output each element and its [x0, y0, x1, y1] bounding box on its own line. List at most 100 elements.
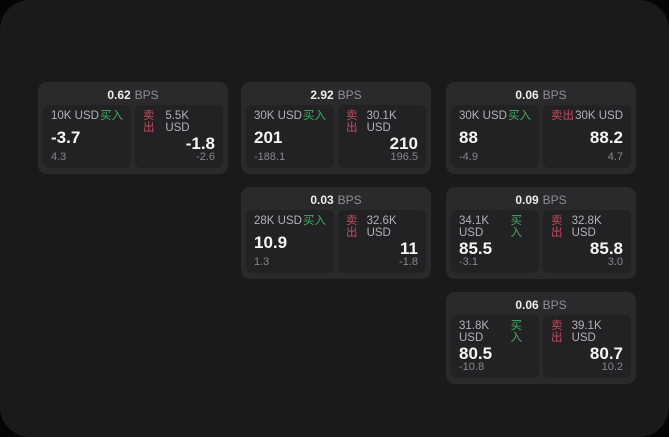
bps-value: 0.06	[515, 298, 539, 312]
sell-side-tag: 卖出	[551, 215, 563, 239]
sell-panel[interactable]: 卖出 30.1K USD 210 196.5	[338, 105, 426, 168]
sell-panel[interactable]: 卖出 32.6K USD 11 -1.8	[338, 210, 426, 273]
sell-panel-top: 卖出 30K USD	[551, 110, 623, 123]
buy-price-value: 85.5	[459, 238, 493, 258]
sell-side-tag: 卖出	[346, 215, 358, 239]
buy-side-tag: 买入	[303, 110, 326, 122]
buy-panel-top: 31.8K USD 买入	[459, 320, 531, 344]
sell-side-tag: 卖出	[551, 320, 563, 344]
sell-price-value: 88.2	[589, 127, 623, 147]
sell-size-label: 30K USD	[575, 110, 623, 122]
bps-header: 0.62 BPS	[43, 86, 223, 105]
buy-side-tag: 买入	[303, 215, 326, 227]
quote-panels: 28K USD 买入 10.9 1.3 卖出 32.6K USD 11 -1.8	[246, 210, 426, 273]
sell-price-value: -1.8	[185, 133, 215, 153]
sell-side-tag: 卖出	[551, 110, 574, 122]
bps-unit-label: BPS	[337, 193, 362, 207]
bps-unit-label: BPS	[134, 88, 159, 102]
bps-unit-label: BPS	[542, 193, 567, 207]
sell-panel-top: 卖出 30.1K USD	[346, 110, 418, 134]
sell-delta-value: 3.0	[607, 256, 623, 268]
sell-size-label: 32.6K USD	[366, 215, 397, 239]
sell-panel[interactable]: 卖出 30K USD 88.2 4.7	[543, 105, 631, 168]
buy-price-value: 10.9	[254, 232, 288, 252]
buy-panel[interactable]: 34.1K USD 买入 85.5 -3.1	[451, 210, 539, 273]
buy-size-label: 10K USD	[51, 110, 99, 122]
bps-value: 2.92	[310, 88, 334, 102]
bps-value: 0.09	[515, 193, 539, 207]
sell-price-value: 85.8	[589, 238, 623, 258]
buy-price-value: 88	[459, 127, 478, 147]
buy-delta-value: -10.8	[459, 361, 485, 373]
sell-panel-top: 卖出 5.5K USD	[143, 110, 215, 134]
sell-price-value: 80.7	[589, 343, 623, 363]
sell-panel[interactable]: 卖出 5.5K USD -1.8 -2.6	[135, 105, 223, 168]
sell-size-label: 32.8K USD	[571, 215, 602, 239]
buy-side-tag: 买入	[100, 110, 123, 122]
buy-panel[interactable]: 28K USD 买入 10.9 1.3	[246, 210, 334, 273]
buy-panel-top: 30K USD 买入	[254, 110, 326, 123]
buy-side-tag: 买入	[510, 215, 522, 239]
buy-price-value: 201	[254, 127, 283, 147]
sell-delta-value: -1.8	[399, 256, 418, 268]
sell-price-value: 11	[400, 238, 418, 258]
buy-delta-value: 1.3	[254, 256, 270, 268]
buy-size-label: 31.8K USD	[459, 320, 490, 344]
quote-card: 0.09 BPS 34.1K USD 买入 85.5 -3.1 卖出 32.8K…	[446, 187, 636, 279]
bps-value: 0.62	[107, 88, 131, 102]
quote-panels: 34.1K USD 买入 85.5 -3.1 卖出 32.8K USD 85.8…	[451, 210, 631, 273]
bps-header: 0.06 BPS	[451, 296, 631, 315]
sell-size-label: 5.5K USD	[165, 110, 190, 134]
quote-card: 2.92 BPS 30K USD 买入 201 -188.1 卖出 30.1K …	[241, 82, 431, 174]
sell-delta-value: 10.2	[601, 361, 623, 373]
sell-price-value: 210	[389, 133, 418, 153]
buy-delta-value: -188.1	[254, 151, 286, 163]
quote-panels: 10K USD 买入 -3.7 4.3 卖出 5.5K USD -1.8 -2.…	[43, 105, 223, 168]
buy-price-value: 80.5	[459, 343, 493, 363]
buy-panel-top: 28K USD 买入	[254, 215, 326, 228]
quote-panels: 31.8K USD 买入 80.5 -10.8 卖出 39.1K USD 80.…	[451, 315, 631, 378]
quote-panels: 30K USD 买入 88 -4.9 卖出 30K USD 88.2 4.7	[451, 105, 631, 168]
buy-panel[interactable]: 30K USD 买入 201 -188.1	[246, 105, 334, 168]
bps-header: 0.03 BPS	[246, 191, 426, 210]
sell-side-tag: 卖出	[346, 110, 358, 134]
buy-size-label: 28K USD	[254, 215, 302, 227]
quote-panels: 30K USD 买入 201 -188.1 卖出 30.1K USD 210 1…	[246, 105, 426, 168]
sell-delta-value: 196.5	[390, 151, 418, 163]
sell-size-label: 30.1K USD	[366, 110, 397, 134]
bps-header: 0.09 BPS	[451, 191, 631, 210]
bps-unit-label: BPS	[542, 88, 567, 102]
buy-panel[interactable]: 31.8K USD 买入 80.5 -10.8	[451, 315, 539, 378]
bps-value: 0.03	[310, 193, 334, 207]
buy-delta-value: 4.3	[51, 151, 67, 163]
buy-panel[interactable]: 30K USD 买入 88 -4.9	[451, 105, 539, 168]
bps-header: 2.92 BPS	[246, 86, 426, 105]
buy-side-tag: 买入	[508, 110, 531, 122]
sell-size-label: 39.1K USD	[571, 320, 602, 344]
buy-panel-top: 34.1K USD 买入	[459, 215, 531, 239]
sell-panel-top: 卖出 32.6K USD	[346, 215, 418, 239]
bps-unit-label: BPS	[337, 88, 362, 102]
bps-unit-label: BPS	[542, 298, 567, 312]
sell-delta-value: -2.6	[196, 151, 215, 163]
sell-delta-value: 4.7	[607, 151, 623, 163]
buy-panel[interactable]: 10K USD 买入 -3.7 4.3	[43, 105, 131, 168]
buy-price-value: -3.7	[51, 127, 81, 147]
sell-panel[interactable]: 卖出 39.1K USD 80.7 10.2	[543, 315, 631, 378]
sell-side-tag: 卖出	[143, 110, 155, 134]
quote-card: 0.62 BPS 10K USD 买入 -3.7 4.3 卖出 5.5K USD	[38, 82, 228, 174]
quote-card: 0.06 BPS 31.8K USD 买入 80.5 -10.8 卖出 39.1…	[446, 292, 636, 384]
bps-value: 0.06	[515, 88, 539, 102]
quote-card: 0.03 BPS 28K USD 买入 10.9 1.3 卖出 32.6K US…	[241, 187, 431, 279]
sell-panel-top: 卖出 39.1K USD	[551, 320, 623, 344]
buy-size-label: 30K USD	[254, 110, 302, 122]
buy-delta-value: -3.1	[459, 256, 478, 268]
buy-size-label: 30K USD	[459, 110, 507, 122]
buy-side-tag: 买入	[510, 320, 522, 344]
sell-panel-top: 卖出 32.8K USD	[551, 215, 623, 239]
buy-delta-value: -4.9	[459, 151, 478, 163]
buy-panel-top: 10K USD 买入	[51, 110, 123, 123]
sell-panel[interactable]: 卖出 32.8K USD 85.8 3.0	[543, 210, 631, 273]
bps-header: 0.06 BPS	[451, 86, 631, 105]
